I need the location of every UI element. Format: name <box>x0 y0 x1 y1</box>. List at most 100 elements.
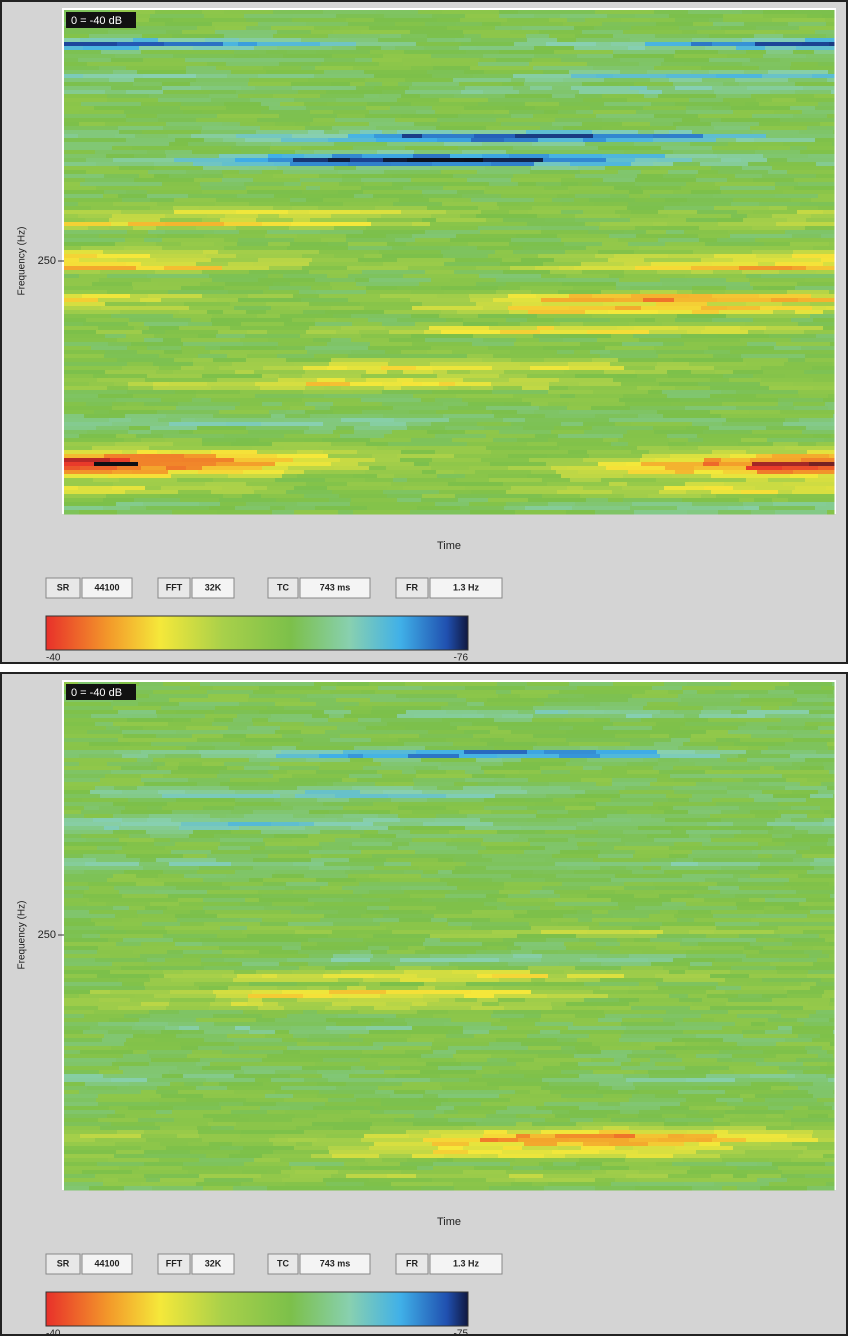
spectrogram-cell <box>113 70 138 75</box>
spectrogram-cell <box>772 214 812 219</box>
spectrogram-cell <box>96 858 141 863</box>
spectrogram-cell <box>129 318 192 323</box>
spectrogram-cell <box>139 862 170 867</box>
spectrogram-cell <box>480 818 528 823</box>
spectrogram-cell <box>196 78 250 83</box>
spectrogram-cell <box>562 986 601 991</box>
spectrogram-cell <box>601 1050 633 1055</box>
spectrogram-cell <box>763 14 808 19</box>
spectrogram-cell <box>563 78 605 83</box>
spectrogram-cell <box>202 438 237 443</box>
spectrogram-cell <box>262 1014 288 1019</box>
spectrogram-cell <box>90 1026 133 1031</box>
spectrogram-cell <box>822 950 835 955</box>
spectrogram-cell <box>64 802 84 807</box>
spectrogram-cell <box>83 1030 109 1035</box>
spectrogram-cell <box>235 1026 251 1031</box>
spectrogram-cell <box>64 946 99 951</box>
spectrogram-cell <box>716 138 737 143</box>
spectrogram-cell <box>488 474 528 479</box>
spectrogram-cell <box>490 918 552 923</box>
spectrogram-cell <box>442 718 495 723</box>
spectrogram-cell <box>64 1026 91 1031</box>
spectrogram-cell <box>733 198 792 203</box>
spectrogram-cell <box>201 186 247 191</box>
spectrogram-cell <box>297 846 323 851</box>
spectrogram-cell <box>413 154 451 159</box>
spectrogram-cell <box>374 1130 407 1135</box>
spectrogram-cell <box>669 14 724 19</box>
spectrogram-cell <box>660 1026 723 1031</box>
spectrogram-cell <box>750 874 799 879</box>
spectrogram-cell <box>623 830 672 835</box>
spectrogram-cell <box>536 294 570 299</box>
spectrogram-cell <box>218 846 251 851</box>
spectrogram-cell <box>743 778 787 783</box>
spectrogram-cell <box>660 278 688 283</box>
spectrogram-cell <box>350 82 366 87</box>
spectrogram-cell <box>719 1050 764 1055</box>
spectrogram-cell <box>492 974 549 979</box>
spectrogram-cell <box>228 726 248 731</box>
spectrogram-cell <box>776 342 831 347</box>
spectrogram-cell <box>829 882 835 887</box>
spectrogram-cell <box>633 1082 693 1087</box>
spectrogram-cell <box>64 882 89 887</box>
spectrogram-cell <box>669 854 689 859</box>
spectrogram-cell <box>282 734 341 739</box>
spectrogram-cell <box>64 810 82 815</box>
spectrogram-cell <box>575 502 633 507</box>
spectrogram-cell <box>505 774 552 779</box>
spectrogram-cell <box>768 1018 798 1023</box>
spectrogram-cell <box>587 758 644 763</box>
spectrogram-cell <box>290 282 331 287</box>
spectrogram-cell <box>615 306 642 311</box>
spectrogram-cell <box>605 1014 642 1019</box>
spectrogram-cell <box>536 814 582 819</box>
spectrogram-cell <box>806 54 835 59</box>
spectrogram-cell <box>262 466 289 471</box>
spectrogram-cell <box>810 846 835 851</box>
spectrogram-cell <box>625 402 672 407</box>
spectrogram-cell <box>768 690 795 695</box>
spectrogram-cell <box>304 870 346 875</box>
spectrogram-cell <box>645 690 669 695</box>
spectrogram-cell <box>192 150 242 155</box>
spectrogram-cell <box>433 66 471 71</box>
spectrogram-cell <box>64 354 105 359</box>
spectrogram-cell <box>224 762 271 767</box>
spectrogram-cell <box>633 334 682 339</box>
spectrogram-cell <box>64 914 116 919</box>
spectrogram-cell <box>512 302 543 307</box>
spectrogram-cell <box>482 154 510 159</box>
spectrogram-cell <box>752 850 797 855</box>
spectrogram-cell <box>84 890 120 895</box>
spectrogram-cell <box>215 746 273 751</box>
spectrogram-cell <box>540 330 588 335</box>
spectrogram-cell <box>132 470 169 475</box>
spectrogram-cell <box>787 1070 804 1075</box>
spectrogram-cell <box>64 994 80 999</box>
spectrogram-cell <box>64 762 80 767</box>
spectrogram-cell <box>64 78 110 83</box>
spectrogram-cell <box>545 978 577 983</box>
spectrogram-cell <box>525 78 564 83</box>
spectrogram-cell <box>365 478 394 483</box>
spectrogram-cell <box>541 1014 576 1019</box>
spectrogram-cell <box>382 254 444 259</box>
spectrogram-cell <box>756 26 800 31</box>
spectrogram-cell <box>137 70 187 75</box>
spectrogram-cell <box>175 842 221 847</box>
spectrogram-cell <box>80 1050 134 1055</box>
spectrogram-cell <box>563 718 595 723</box>
spectrogram-cell <box>493 354 553 359</box>
spectrogram-cell <box>236 438 260 443</box>
spectrogram-cell <box>769 206 788 211</box>
spectrogram-cell <box>183 110 203 115</box>
spectrogram-cell <box>250 846 266 851</box>
spectrogram-cell <box>739 934 764 939</box>
spectrogram-cell <box>489 326 538 331</box>
spectrogram-cell <box>231 146 271 151</box>
spectrogram-cell <box>340 458 376 463</box>
spectrogram-cell <box>558 434 603 439</box>
